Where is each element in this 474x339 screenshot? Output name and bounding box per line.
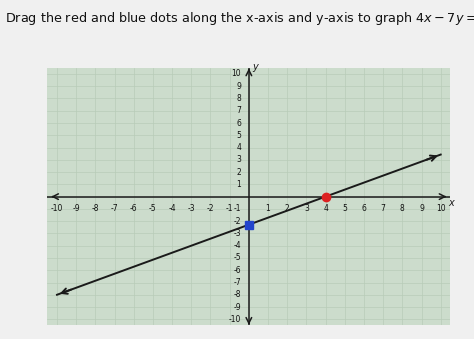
Text: -7: -7: [234, 278, 241, 287]
Text: 2: 2: [285, 204, 290, 213]
Text: -2: -2: [207, 204, 214, 213]
Text: -9: -9: [234, 302, 241, 312]
Text: 9: 9: [419, 204, 424, 213]
Text: y: y: [253, 62, 258, 72]
Text: 10: 10: [436, 204, 446, 213]
Text: 2: 2: [237, 167, 241, 177]
Text: -6: -6: [130, 204, 137, 213]
Text: -7: -7: [111, 204, 118, 213]
Text: -5: -5: [149, 204, 157, 213]
Text: 3: 3: [237, 155, 241, 164]
Text: -10: -10: [229, 315, 241, 324]
Text: -3: -3: [188, 204, 195, 213]
Text: 1: 1: [237, 180, 241, 189]
Text: -8: -8: [234, 290, 241, 299]
Text: 8: 8: [237, 94, 241, 103]
Text: 8: 8: [400, 204, 405, 213]
Text: -4: -4: [234, 241, 241, 250]
Text: -6: -6: [234, 266, 241, 275]
Text: 10: 10: [232, 69, 241, 78]
Text: 5: 5: [342, 204, 347, 213]
Text: 9: 9: [237, 82, 241, 91]
Text: Drag the red and blue dots along the x-axis and y-axis to graph $4x-7y=16$.: Drag the red and blue dots along the x-a…: [5, 10, 474, 27]
Text: 6: 6: [362, 204, 366, 213]
Text: 7: 7: [381, 204, 385, 213]
Text: 3: 3: [304, 204, 309, 213]
Text: 4: 4: [323, 204, 328, 213]
Text: 4: 4: [237, 143, 241, 152]
Text: -3: -3: [234, 229, 241, 238]
Text: -9: -9: [73, 204, 80, 213]
Text: 6: 6: [237, 119, 241, 127]
Text: 5: 5: [237, 131, 241, 140]
Text: -1: -1: [234, 204, 241, 213]
Text: -10: -10: [51, 204, 63, 213]
Text: 7: 7: [237, 106, 241, 115]
Text: 1: 1: [265, 204, 270, 213]
Text: -8: -8: [91, 204, 99, 213]
Text: -4: -4: [168, 204, 176, 213]
Text: x: x: [448, 198, 454, 208]
Text: -2: -2: [234, 217, 241, 226]
Text: -1: -1: [226, 204, 233, 213]
Text: -5: -5: [234, 254, 241, 262]
